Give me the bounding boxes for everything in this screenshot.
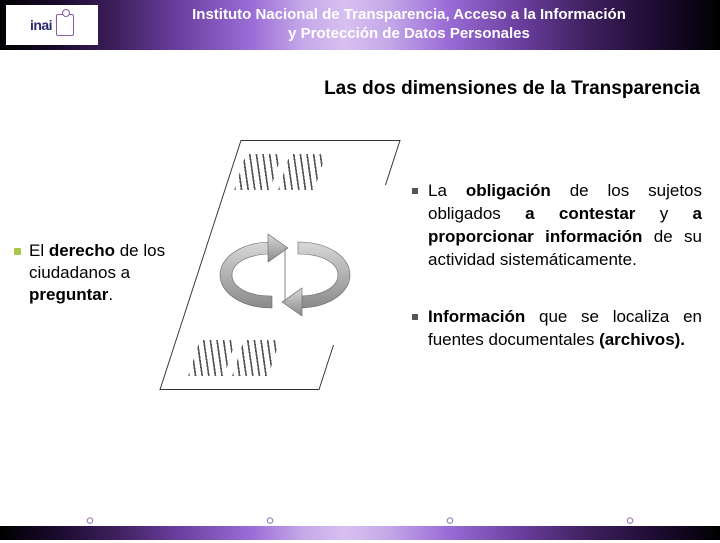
header-line2: y Protección de Datos Personales [110,25,708,44]
header-band: inai Instituto Nacional de Transparencia… [0,0,720,50]
bullet-square-icon [412,188,418,194]
header-line1: Instituto Nacional de Transparencia, Acc… [110,6,708,25]
bullet-square-icon [14,248,21,255]
center-diagram [180,120,400,440]
slide-title: Las dos dimensiones de la Transparencia [324,78,700,100]
right-bullet-item: La obligación de los sujetos obligados a… [412,180,702,272]
logo-text: inai [30,17,52,33]
logo: inai [6,5,98,45]
right-bullet-item: Información que se localiza en fuentes d… [412,306,702,352]
cycle-arrows-icon [210,230,360,320]
right-text: Información que se localiza en fuentes d… [428,306,702,352]
slide-content: El derecho de los ciudadanos a preguntar… [0,120,720,500]
right-column: La obligación de los sujetos obligados a… [412,180,702,386]
right-text: La obligación de los sujetos obligados a… [428,180,702,272]
bullet-square-icon [412,314,418,320]
logo-icon [56,14,74,36]
header-title: Instituto Nacional de Transparencia, Acc… [98,6,720,44]
footer-band [0,526,720,540]
